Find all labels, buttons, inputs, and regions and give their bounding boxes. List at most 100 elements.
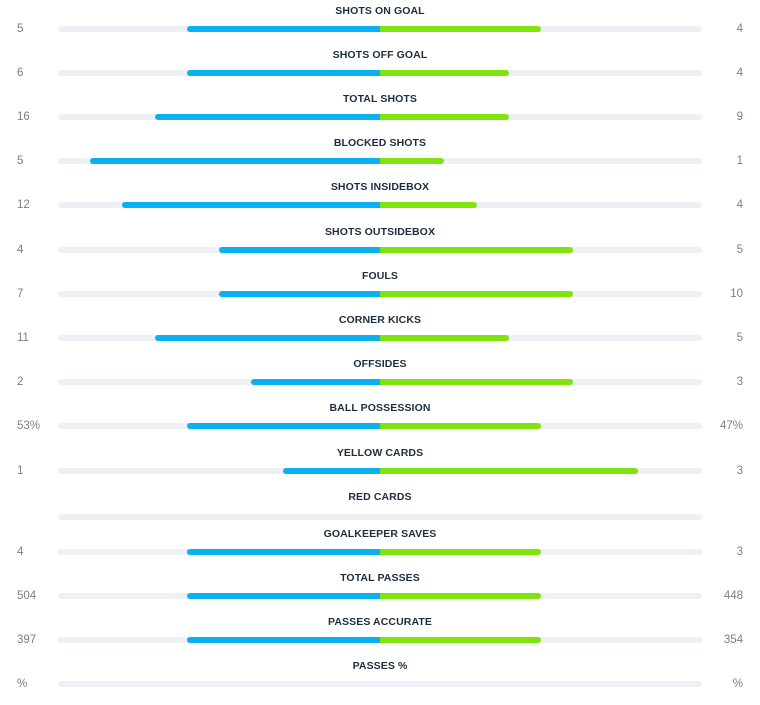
stat-label: SHOTS OFF GOAL (332, 49, 428, 61)
home-bar (283, 468, 380, 474)
away-bar (380, 247, 573, 253)
away-value: 5 (736, 332, 743, 344)
stat-row: SHOTS OFF GOAL 6 4 (0, 44, 760, 88)
away-bar (380, 468, 638, 474)
stat-label: SHOTS ON GOAL (335, 5, 425, 17)
stat-row: BLOCKED SHOTS 5 1 (0, 132, 760, 176)
stat-row: CORNER KICKS 11 5 (0, 309, 760, 353)
stat-row: PASSES ACCURATE 397 354 (0, 611, 760, 655)
home-bar (219, 291, 380, 297)
home-value: 4 (17, 244, 24, 256)
stat-bar-track (58, 158, 702, 164)
away-bar (380, 637, 541, 643)
stat-row: SHOTS OUTSIDEBOX 4 5 (0, 221, 760, 265)
away-value: 448 (723, 590, 743, 602)
away-bar (380, 549, 541, 555)
home-value: 504 (17, 590, 37, 602)
home-bar (155, 114, 380, 120)
stat-label: TOTAL SHOTS (342, 93, 418, 105)
stat-label: BALL POSSESSION (329, 402, 431, 414)
home-bar (122, 202, 380, 208)
stat-row: YELLOW CARDS 1 3 (0, 442, 760, 486)
stat-label: GOALKEEPER SAVES (323, 528, 437, 540)
stat-bar-track (58, 549, 702, 555)
away-bar (380, 114, 509, 120)
home-value: 397 (17, 634, 37, 646)
away-bar (380, 26, 541, 32)
stat-row: SHOTS INSIDEBOX 12 4 (0, 176, 760, 220)
home-value: % (17, 678, 28, 690)
stat-row: FOULS 7 10 (0, 265, 760, 309)
stat-bar-track (58, 291, 702, 297)
home-bar (187, 423, 380, 429)
away-bar (380, 291, 573, 297)
stat-bar-track (58, 114, 702, 120)
away-bar (380, 335, 509, 341)
stat-bar-track (58, 335, 702, 341)
home-bar (187, 593, 380, 599)
stat-row: BALL POSSESSION 53% 47% (0, 397, 760, 441)
away-bar (380, 158, 444, 164)
stat-label: RED CARDS (348, 491, 412, 503)
away-bar (380, 379, 573, 385)
home-value: 2 (17, 376, 24, 388)
away-value: 4 (736, 67, 743, 79)
stat-label: SHOTS OUTSIDEBOX (324, 226, 436, 238)
stat-row: TOTAL PASSES 504 448 (0, 567, 760, 611)
away-value: 5 (736, 244, 743, 256)
home-value: 16 (17, 111, 30, 123)
stat-bar-track (58, 26, 702, 32)
home-value: 5 (17, 23, 24, 35)
home-bar (187, 26, 380, 32)
home-bar (187, 70, 380, 76)
stat-label: CORNER KICKS (338, 314, 422, 326)
home-value: 6 (17, 67, 24, 79)
stat-label: SHOTS INSIDEBOX (330, 181, 430, 193)
stat-bar-track (58, 593, 702, 599)
away-value: 3 (736, 376, 743, 388)
away-value: 354 (723, 634, 743, 646)
home-bar (187, 637, 380, 643)
home-bar (155, 335, 380, 341)
stat-row: RED CARDS (0, 486, 760, 530)
home-value: 7 (17, 288, 24, 300)
home-value: 11 (17, 332, 29, 344)
home-bar (219, 247, 380, 253)
stat-row: SHOTS ON GOAL 5 4 (0, 0, 760, 44)
stat-label: YELLOW CARDS (336, 447, 424, 459)
stat-bar-track (58, 514, 702, 520)
away-bar (380, 70, 509, 76)
stat-row: OFFSIDES 2 3 (0, 353, 760, 397)
away-bar (380, 202, 477, 208)
stat-bar-track (58, 468, 702, 474)
away-value: 3 (736, 465, 743, 477)
stat-label: BLOCKED SHOTS (333, 137, 427, 149)
stat-bar-track (58, 70, 702, 76)
stat-label: FOULS (361, 270, 399, 282)
home-value: 12 (17, 199, 30, 211)
stat-row: PASSES %%% (0, 655, 760, 699)
away-bar (380, 593, 541, 599)
stat-row: GOALKEEPER SAVES 4 3 (0, 523, 760, 567)
away-value: 1 (736, 155, 743, 167)
away-value: 4 (736, 199, 743, 211)
home-bar (251, 379, 380, 385)
stat-bar-track (58, 637, 702, 643)
stat-row: TOTAL SHOTS 16 9 (0, 88, 760, 132)
stat-bar-track (58, 423, 702, 429)
stat-label: PASSES ACCURATE (328, 616, 432, 628)
away-value: % (732, 678, 743, 690)
away-value: 9 (736, 111, 743, 123)
home-value: 1 (17, 465, 24, 477)
away-value: 4 (736, 23, 743, 35)
away-value: 3 (736, 546, 743, 558)
stat-label: TOTAL PASSES (340, 572, 420, 584)
home-bar (187, 549, 380, 555)
stat-bar-track (58, 681, 702, 687)
home-value: 5 (17, 155, 24, 167)
stat-bar-track (58, 379, 702, 385)
stat-bar-track (58, 202, 702, 208)
home-value: 53% (17, 420, 41, 432)
stat-bar-track (58, 247, 702, 253)
away-value: 47% (719, 420, 743, 432)
